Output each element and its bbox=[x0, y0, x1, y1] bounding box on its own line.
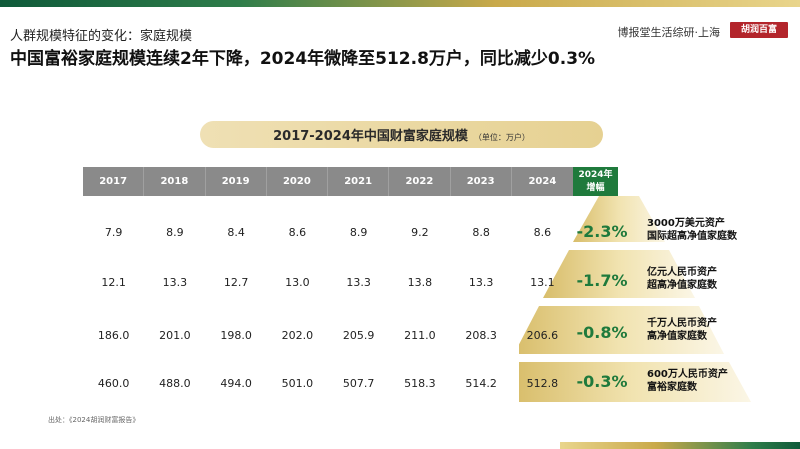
pyramid-tier-4 bbox=[519, 362, 751, 402]
table-cell: 13.3 bbox=[468, 276, 494, 289]
increase-header-text: 2024年 增幅 bbox=[578, 170, 613, 193]
table-cell: 514.2 bbox=[465, 377, 497, 390]
column-header-2017: 2017 bbox=[83, 167, 145, 196]
table-cell: 186.0 bbox=[97, 329, 130, 342]
table-row: 7.9 8.9 8.4 8.6 8.9 9.2 8.8 8.6 bbox=[83, 226, 573, 239]
table-cell: 8.9 bbox=[166, 226, 184, 239]
top-gradient-bar bbox=[0, 0, 800, 7]
page-subtitle: 人群规模特征的变化：家庭规模 bbox=[10, 29, 193, 44]
chart-title: 2017-2024年中国财富家庭规模 bbox=[273, 129, 468, 144]
column-header-2020: 2020 bbox=[267, 167, 328, 196]
row-label: 600万人民币资产 富裕家庭数 bbox=[647, 369, 728, 393]
table-cell: 202.0 bbox=[281, 329, 314, 342]
table-row: 12.1 13.3 12.7 13.0 13.3 13.8 13.3 13.1 bbox=[83, 276, 573, 289]
column-header-2019: 2019 bbox=[206, 167, 267, 196]
column-header-2022: 2022 bbox=[389, 167, 451, 196]
table-cell: 8.9 bbox=[349, 226, 368, 239]
column-header-2021: 2021 bbox=[328, 167, 390, 196]
table-cell: 211.0 bbox=[404, 329, 436, 342]
brand-name: 博报堂生活综研·上海 bbox=[617, 26, 721, 39]
table-cell: 8.4 bbox=[227, 226, 245, 239]
table-cell: 198.0 bbox=[220, 329, 252, 342]
table-cell: 8.8 bbox=[472, 226, 490, 239]
table-cell: 13.1 bbox=[530, 276, 555, 289]
table-cell: 13.8 bbox=[407, 276, 433, 289]
row-label: 亿元人民币资产 超高净值家庭数 bbox=[647, 267, 717, 291]
column-header-2023: 2023 bbox=[451, 167, 512, 196]
table-cell: 206.6 bbox=[526, 329, 559, 342]
table-cell: 488.0 bbox=[159, 377, 191, 390]
table-cell: 518.3 bbox=[404, 377, 436, 390]
table-cell: 460.0 bbox=[97, 377, 130, 390]
table-cell: 13.3 bbox=[162, 276, 188, 289]
table-cell: 13.0 bbox=[285, 276, 310, 289]
table-header: 2017 2018 2019 2020 2021 2022 2023 2024 bbox=[83, 167, 573, 196]
table-cell: 494.0 bbox=[220, 377, 252, 390]
table-cell: 9.2 bbox=[411, 226, 429, 239]
increase-header: 2024年 增幅 bbox=[573, 167, 618, 196]
source-note: 出处：《2024胡润财富报告》 bbox=[48, 416, 140, 424]
pyramid-tier-3 bbox=[519, 306, 724, 354]
table-cell: 7.9 bbox=[104, 226, 123, 239]
table-cell: 205.9 bbox=[342, 329, 375, 342]
brand-logo: 胡润百富 bbox=[730, 22, 788, 38]
pyramid-tier-2 bbox=[543, 250, 695, 298]
table-cell: 8.6 bbox=[288, 226, 307, 239]
table-cell: 12.7 bbox=[223, 276, 249, 289]
pyramid-tier-1 bbox=[573, 196, 665, 242]
change-value: -2.3% bbox=[576, 222, 628, 241]
row-label: 3000万美元资产 国际超高净值家庭数 bbox=[647, 218, 737, 242]
page-title: 中国富裕家庭规模连续2年下降，2024年微降至512.8万户，同比减少0.3% bbox=[10, 49, 596, 69]
chart-title-pill: 2017-2024年中国财富家庭规模 （单位：万户） bbox=[200, 121, 603, 148]
change-value: -1.7% bbox=[576, 271, 628, 290]
table-cell: 512.8 bbox=[526, 377, 559, 390]
chart-unit: （单位：万户） bbox=[473, 133, 530, 142]
table-cell: 8.6 bbox=[533, 226, 552, 239]
table-cell: 208.3 bbox=[465, 329, 497, 342]
table-cell: 201.0 bbox=[159, 329, 191, 342]
change-value: -0.8% bbox=[576, 323, 628, 342]
pyramid-graphic bbox=[519, 196, 751, 402]
bottom-gradient-bar bbox=[560, 442, 800, 449]
table-cell: 13.3 bbox=[346, 276, 371, 289]
table-row: 460.0 488.0 494.0 501.0 507.7 518.3 514.2 512.8 bbox=[83, 377, 573, 390]
table-row: 186.0 201.0 198.0 202.0 205.9 211.0 208.3 206.6 bbox=[83, 329, 573, 342]
change-value: -0.3% bbox=[576, 372, 628, 391]
column-header-2018: 2018 bbox=[144, 167, 206, 196]
column-header-2024: 2024 bbox=[528, 176, 557, 187]
table-cell: 507.7 bbox=[342, 377, 375, 390]
row-label: 千万人民币资产 高净值家庭数 bbox=[647, 318, 717, 342]
table-cell: 12.1 bbox=[101, 276, 126, 289]
table-cell: 501.0 bbox=[281, 377, 314, 390]
